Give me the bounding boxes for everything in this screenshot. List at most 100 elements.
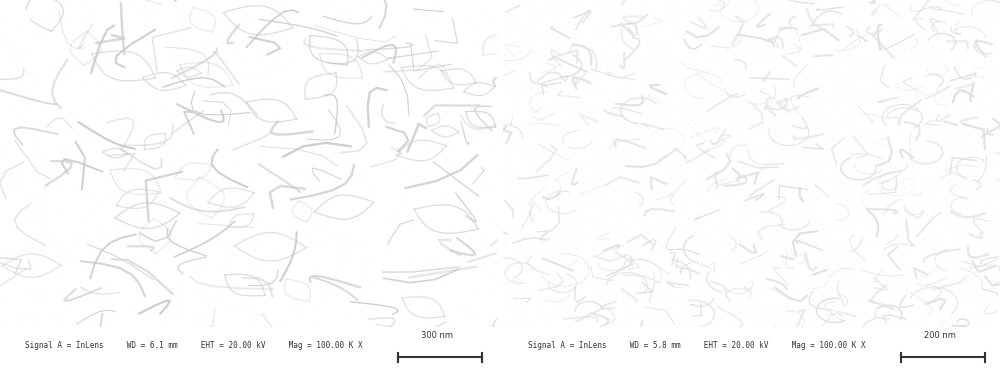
Point	[672, 179, 688, 185]
Point	[549, 265, 565, 271]
Point	[581, 17, 597, 23]
Point	[885, 10, 901, 16]
Point	[741, 14, 757, 20]
Point	[760, 77, 776, 83]
Point	[65, 236, 81, 242]
Point	[90, 163, 106, 169]
Point	[240, 59, 256, 65]
Point	[716, 83, 732, 89]
Point	[933, 246, 949, 251]
Point	[80, 8, 96, 14]
Point	[172, 202, 188, 208]
Point	[818, 186, 834, 192]
Point	[778, 285, 794, 291]
Point	[771, 208, 787, 214]
Point	[708, 241, 724, 247]
Point	[469, 134, 485, 140]
Point	[568, 323, 584, 329]
Point	[812, 22, 828, 28]
Point	[991, 142, 1000, 148]
Point	[751, 259, 767, 265]
Point	[233, 297, 249, 303]
Point	[263, 71, 279, 77]
Point	[175, 126, 191, 132]
Point	[510, 144, 526, 150]
Point	[199, 312, 215, 318]
Point	[537, 178, 553, 184]
Point	[582, 106, 598, 112]
Point	[320, 317, 336, 323]
Point	[0, 224, 12, 230]
Point	[757, 54, 773, 60]
Point	[688, 95, 704, 101]
Point	[991, 184, 1000, 190]
Point	[922, 71, 938, 77]
Point	[43, 149, 59, 155]
Point	[747, 174, 763, 180]
Point	[807, 128, 823, 134]
Point	[751, 45, 767, 51]
Point	[918, 165, 934, 171]
Point	[37, 34, 53, 40]
Point	[952, 106, 968, 112]
Point	[821, 7, 837, 13]
Point	[539, 254, 555, 260]
Point	[542, 74, 558, 80]
Point	[98, 155, 114, 161]
Point	[653, 248, 669, 254]
Point	[443, 138, 459, 144]
Point	[101, 237, 117, 243]
Point	[953, 147, 969, 153]
Point	[802, 280, 818, 286]
Point	[957, 84, 973, 90]
Point	[702, 199, 718, 205]
Point	[551, 241, 567, 247]
Point	[26, 102, 42, 108]
Point	[101, 114, 117, 120]
Point	[526, 160, 542, 166]
Point	[762, 187, 778, 193]
Point	[876, 134, 892, 140]
Point	[89, 120, 105, 126]
Point	[377, 72, 393, 78]
Point	[740, 318, 756, 324]
Point	[809, 126, 825, 132]
Point	[903, 182, 919, 188]
Point	[541, 47, 557, 53]
Point	[972, 173, 988, 179]
Point	[55, 232, 71, 238]
Point	[562, 60, 578, 66]
Point	[596, 226, 612, 232]
Point	[127, 51, 143, 57]
Point	[365, 224, 381, 230]
Point	[293, 107, 309, 113]
Point	[738, 264, 754, 270]
Point	[251, 219, 267, 225]
Point	[342, 165, 358, 171]
Point	[363, 236, 379, 242]
Point	[214, 264, 230, 270]
Point	[615, 123, 631, 129]
Point	[390, 123, 406, 129]
Point	[15, 105, 31, 111]
Point	[109, 14, 125, 20]
Point	[590, 285, 606, 291]
Point	[512, 23, 528, 29]
Point	[575, 58, 591, 64]
Point	[302, 140, 318, 145]
Point	[754, 14, 770, 20]
Point	[239, 124, 255, 130]
Point	[758, 46, 774, 52]
Point	[563, 173, 579, 179]
Point	[241, 201, 257, 206]
Point	[425, 206, 441, 212]
Point	[825, 46, 841, 52]
Point	[595, 20, 611, 26]
Point	[711, 162, 727, 168]
Point	[508, 92, 524, 98]
Point	[121, 156, 137, 162]
Point	[200, 166, 216, 172]
Point	[181, 104, 197, 110]
Point	[917, 44, 933, 49]
Point	[726, 39, 742, 45]
